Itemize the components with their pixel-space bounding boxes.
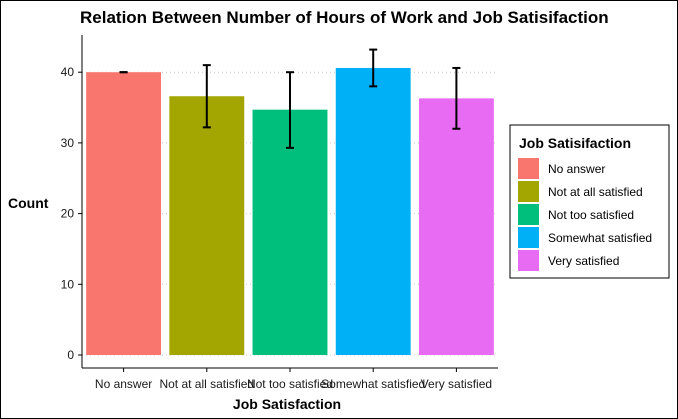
- bar: [335, 67, 411, 355]
- y-axis-title: Count: [8, 195, 49, 211]
- bar: [418, 98, 494, 355]
- y-tick-label: 20: [61, 207, 75, 221]
- legend-label: No answer: [548, 162, 605, 176]
- legend: Job Satisifaction No answer Not at all sa…: [509, 124, 670, 279]
- legend-swatch: [518, 158, 539, 179]
- x-tick-label: Not too satisfied: [247, 377, 333, 391]
- error-bar: [369, 48, 378, 88]
- y-ticks: 0 10 20 30 40: [61, 65, 82, 362]
- legend-swatch: [518, 204, 539, 225]
- error-bar: [452, 66, 461, 130]
- bars: [86, 67, 494, 356]
- x-tick-label: No answer: [95, 377, 152, 391]
- x-axis-title: Job Satisfaction: [233, 396, 341, 412]
- error-bar: [202, 64, 211, 129]
- bar: [169, 96, 245, 355]
- legend-swatch: [518, 181, 539, 202]
- legend-swatch: [518, 250, 539, 271]
- legend-title: Job Satisifaction: [519, 135, 631, 151]
- y-tick-label: 30: [61, 136, 75, 150]
- legend-swatch: [518, 227, 539, 248]
- bar: [252, 109, 328, 356]
- legend-label: Somewhat satisfied: [548, 231, 652, 245]
- x-tick-label: Very satisfied: [421, 377, 492, 391]
- legend-label: Not at all satisfied: [548, 185, 643, 199]
- legend-items: No answer Not at all satisfied Not too sat…: [518, 158, 652, 271]
- error-bars: [119, 48, 461, 149]
- x-tick-label: Somewhat satisfied: [321, 377, 425, 391]
- y-tick-label: 40: [61, 65, 75, 79]
- chart-title: Relation Between Number of Hours of Work…: [80, 8, 609, 27]
- y-tick-label: 0: [67, 348, 74, 362]
- error-bar: [286, 71, 294, 149]
- legend-label: Very satisfied: [548, 254, 619, 268]
- x-tick-label: Not at all satisfied: [159, 377, 254, 391]
- y-tick-label: 10: [61, 277, 75, 291]
- legend-label: Not too satisfied: [548, 208, 634, 222]
- bar: [86, 72, 162, 355]
